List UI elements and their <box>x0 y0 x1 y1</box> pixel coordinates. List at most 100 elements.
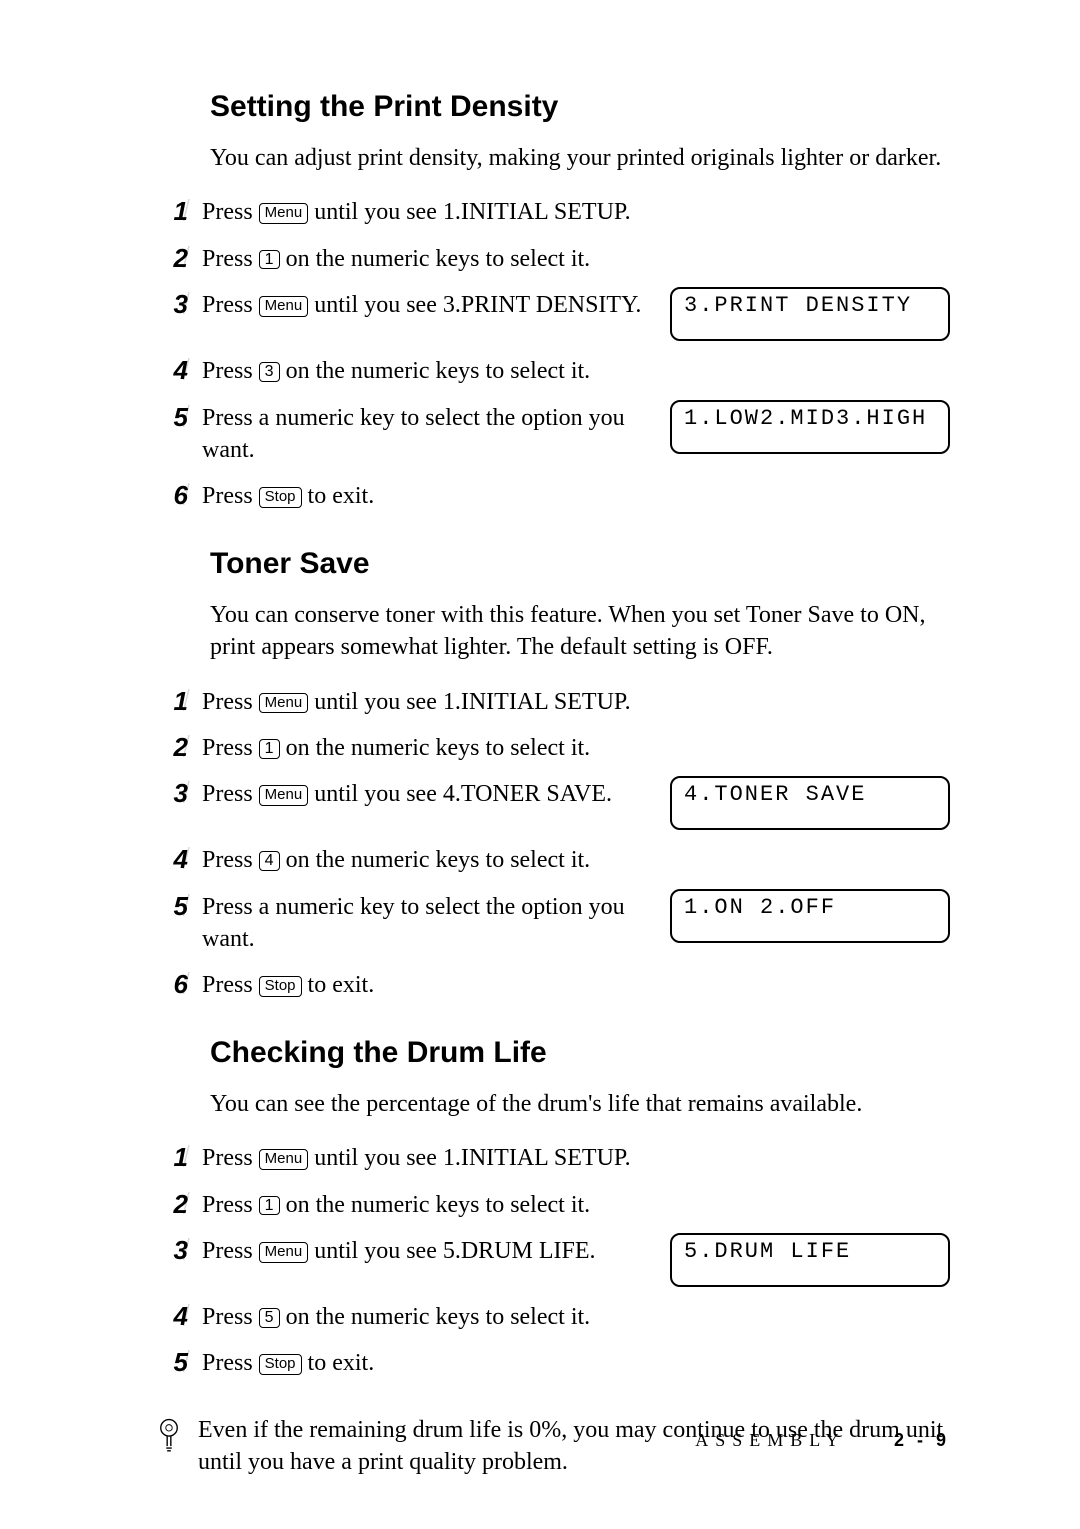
menu-key: Menu <box>259 693 309 714</box>
step-text: Press a numeric key to select the option… <box>202 891 642 956</box>
step-number: 2 <box>158 243 188 271</box>
step-number: 4 <box>158 355 188 383</box>
step-text: Press 5 on the numeric keys to select it… <box>202 1304 590 1330</box>
step-text: Press 4 on the numeric keys to select it… <box>202 847 590 873</box>
section-intro: You can see the percentage of the drum's… <box>210 1088 950 1120</box>
step-body: Press Menu until you see 1.INITIAL SETUP… <box>202 196 950 228</box>
step-body: Press 4 on the numeric keys to select it… <box>202 844 950 876</box>
5-key: 5 <box>259 1308 280 1328</box>
step-text: Press 3 on the numeric keys to select it… <box>202 358 590 384</box>
step-body: Press a numeric key to select the option… <box>202 402 950 467</box>
step-number: 3 <box>158 289 188 317</box>
step-list: 1 Press Menu until you see 1.INITIAL SETU… <box>158 1142 950 1380</box>
step-text: Press Stop to exit. <box>202 483 374 509</box>
step-body: Press a numeric key to select the option… <box>202 891 950 956</box>
menu-key: Menu <box>259 296 309 317</box>
step-item: 5 Press a numeric key to select the optio… <box>158 402 950 467</box>
lcd-display: 1.LOW2.MID3.HIGH <box>670 400 950 454</box>
step-body: Press Stop to exit. <box>202 969 950 1001</box>
step-number: 5 <box>158 402 188 430</box>
footer-label: ASSEMBLY <box>695 1430 845 1450</box>
step-body: Press 1 on the numeric keys to select it… <box>202 1189 950 1221</box>
step-number: 6 <box>158 969 188 997</box>
step-number: 4 <box>158 844 188 872</box>
step-item: 5 Press a numeric key to select the optio… <box>158 891 950 956</box>
step-text: Press Menu until you see 5.DRUM LIFE. <box>202 1235 642 1267</box>
step-body: Press Menu until you see 5.DRUM LIFE. 5.D… <box>202 1235 950 1287</box>
step-item: 6 Press Stop to exit. <box>158 969 950 1001</box>
step-body: Press Menu until you see 3.PRINT DENSITY… <box>202 289 950 341</box>
step-item: 2 Press 1 on the numeric keys to select i… <box>158 732 950 764</box>
footer-page: 2 - 9 <box>894 1430 950 1450</box>
step-text: Press Menu until you see 4.TONER SAVE. <box>202 778 642 810</box>
step-text: Press Menu until you see 1.INITIAL SETUP… <box>202 1145 631 1171</box>
step-text: Press Menu until you see 1.INITIAL SETUP… <box>202 199 631 225</box>
step-text: Press 1 on the numeric keys to select it… <box>202 735 590 761</box>
section-intro: You can conserve toner with this feature… <box>210 599 950 664</box>
step-text: Press 1 on the numeric keys to select it… <box>202 1192 590 1218</box>
4-key: 4 <box>259 851 280 871</box>
step-number: 5 <box>158 1347 188 1375</box>
step-text: Press 1 on the numeric keys to select it… <box>202 246 590 272</box>
step-body: Press Menu until you see 1.INITIAL SETUP… <box>202 1142 950 1174</box>
step-body: Press Menu until you see 4.TONER SAVE. 4.… <box>202 778 950 830</box>
step-number: 5 <box>158 891 188 919</box>
section-title: Setting the Print Density <box>210 90 950 124</box>
1-key: 1 <box>259 739 280 759</box>
menu-key: Menu <box>259 785 309 806</box>
1-key: 1 <box>259 1196 280 1216</box>
section-title: Toner Save <box>210 547 950 581</box>
step-number: 3 <box>158 778 188 806</box>
stop-key: Stop <box>259 976 302 997</box>
menu-key: Menu <box>259 1242 309 1263</box>
step-item: 3 Press Menu until you see 4.TONER SAVE. 4… <box>158 778 950 830</box>
step-body: Press 1 on the numeric keys to select it… <box>202 732 950 764</box>
step-text: Press Stop to exit. <box>202 972 374 998</box>
stop-key: Stop <box>259 1354 302 1375</box>
stop-key: Stop <box>259 487 302 508</box>
step-text: Press a numeric key to select the option… <box>202 402 642 467</box>
menu-key: Menu <box>259 1149 309 1170</box>
step-number: 2 <box>158 732 188 760</box>
lcd-display: 1.ON 2.OFF <box>670 889 950 943</box>
lcd-display: 4.TONER SAVE <box>670 776 950 830</box>
step-body: Press Menu until you see 1.INITIAL SETUP… <box>202 686 950 718</box>
step-list: 1 Press Menu until you see 1.INITIAL SETU… <box>158 686 950 1002</box>
step-body: Press Stop to exit. <box>202 480 950 512</box>
page-footer: ASSEMBLY 2 - 9 <box>695 1430 950 1451</box>
step-number: 4 <box>158 1301 188 1329</box>
step-text: Press Menu until you see 1.INITIAL SETUP… <box>202 689 631 715</box>
step-number: 1 <box>158 1142 188 1170</box>
step-item: 6 Press Stop to exit. <box>158 480 950 512</box>
step-text: Press Stop to exit. <box>202 1350 374 1376</box>
lcd-display: 5.DRUM LIFE <box>670 1233 950 1287</box>
step-item: 3 Press Menu until you see 3.PRINT DENSIT… <box>158 289 950 341</box>
lcd-display: 3.PRINT DENSITY <box>670 287 950 341</box>
step-body: Press 5 on the numeric keys to select it… <box>202 1301 950 1333</box>
section-intro: You can adjust print density, making you… <box>210 142 950 174</box>
step-item: 2 Press 1 on the numeric keys to select i… <box>158 243 950 275</box>
section-title: Checking the Drum Life <box>210 1036 950 1070</box>
step-item: 2 Press 1 on the numeric keys to select i… <box>158 1189 950 1221</box>
step-item: 5 Press Stop to exit. <box>158 1347 950 1379</box>
1-key: 1 <box>259 250 280 270</box>
step-item: 4 Press 5 on the numeric keys to select i… <box>158 1301 950 1333</box>
step-number: 1 <box>158 196 188 224</box>
step-body: Press 1 on the numeric keys to select it… <box>202 243 950 275</box>
step-number: 6 <box>158 480 188 508</box>
step-item: 1 Press Menu until you see 1.INITIAL SETU… <box>158 686 950 718</box>
step-text: Press Menu until you see 3.PRINT DENSITY… <box>202 289 642 321</box>
step-item: 1 Press Menu until you see 1.INITIAL SETU… <box>158 1142 950 1174</box>
step-number: 1 <box>158 686 188 714</box>
step-body: Press Stop to exit. <box>202 1347 950 1379</box>
step-list: 1 Press Menu until you see 1.INITIAL SETU… <box>158 196 950 512</box>
step-item: 3 Press Menu until you see 5.DRUM LIFE. 5.… <box>158 1235 950 1287</box>
menu-key: Menu <box>259 203 309 224</box>
step-number: 3 <box>158 1235 188 1263</box>
step-item: 1 Press Menu until you see 1.INITIAL SETU… <box>158 196 950 228</box>
step-number: 2 <box>158 1189 188 1217</box>
3-key: 3 <box>259 362 280 382</box>
step-body: Press 3 on the numeric keys to select it… <box>202 355 950 387</box>
lightbulb-icon <box>158 1414 182 1461</box>
step-item: 4Press 4 on the numeric keys to select i… <box>158 844 950 876</box>
